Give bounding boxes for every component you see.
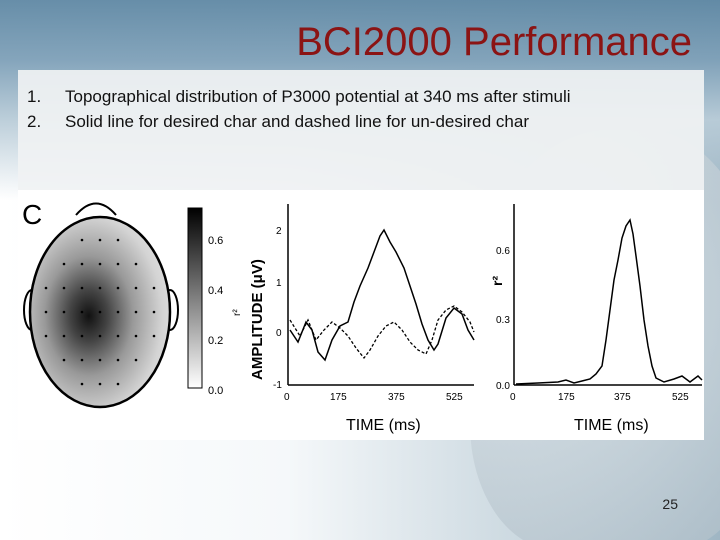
electrode-dot	[116, 262, 120, 266]
electrode-dot	[44, 334, 48, 338]
electrode-dot	[98, 310, 102, 314]
colorbar-tick: 0.2	[208, 335, 223, 347]
bullet-text: Solid line for desired char and dashed l…	[65, 112, 529, 131]
figure-svg: C 0.6 0.4 0.2 0.0 r² AMPLITUDE (μV) 2 1 …	[22, 199, 703, 434]
topographic-map	[23, 202, 179, 409]
amplitude-plot: AMPLITUDE (μV) 2 1 0 -1 0 175 375 525 TI…	[249, 204, 475, 434]
r2-xlabel: TIME (ms)	[574, 417, 649, 434]
amplitude-xtick: 0	[284, 392, 290, 403]
r2-xtick: 375	[614, 392, 631, 403]
electrode-dot	[80, 358, 84, 362]
electrode-dot	[98, 358, 102, 362]
electrode-dot	[80, 310, 84, 314]
colorbar-tick: 0.0	[208, 385, 223, 397]
electrode-dot	[116, 310, 120, 314]
page-number: 25	[662, 496, 678, 512]
electrode-dot	[80, 262, 84, 266]
electrode-dot	[152, 310, 156, 314]
electrode-dot	[134, 334, 138, 338]
electrode-dot	[62, 262, 66, 266]
colorbar-unit: r²	[232, 309, 243, 316]
electrode-dot	[80, 334, 84, 338]
panel-label: C	[22, 199, 42, 230]
colorbar-gradient	[187, 207, 203, 389]
bullet-number: 2.	[27, 112, 42, 131]
amplitude-xlabel: TIME (ms)	[346, 417, 421, 434]
bullet-item-1: 1. Topographical distribution of P3000 p…	[27, 84, 571, 109]
electrode-dot	[62, 310, 66, 314]
electrode-dot	[134, 286, 138, 290]
electrode-dot	[80, 238, 84, 242]
bullet-item-2: 2. Solid line for desired char and dashe…	[27, 109, 571, 134]
bullet-number: 1.	[27, 87, 42, 106]
electrode-dot	[98, 238, 102, 242]
electrode-dot	[116, 238, 120, 242]
r2-ytick: 0.3	[496, 315, 510, 326]
electrode-dot	[152, 334, 156, 338]
amplitude-ylabel: AMPLITUDE (μV)	[249, 259, 266, 380]
electrode-dot	[98, 334, 102, 338]
r2-ylabel: r²	[489, 276, 505, 286]
electrode-dot	[62, 358, 66, 362]
undesired-char-dashed-line	[289, 305, 475, 360]
electrode-dot	[98, 382, 102, 386]
electrode-dot	[62, 286, 66, 290]
amplitude-ytick: 1	[276, 278, 282, 289]
r2-ytick: 0.0	[496, 381, 510, 392]
electrode-dots	[44, 238, 156, 386]
electrode-dot	[134, 310, 138, 314]
electrode-dot	[98, 286, 102, 290]
electrode-dot	[116, 358, 120, 362]
r-squared-plot: r² 0.6 0.3 0.0 0 175 375 525 TIME (ms)	[489, 204, 703, 434]
r-squared-line	[515, 218, 703, 385]
bullet-text: Topographical distribution of P3000 pote…	[65, 87, 571, 106]
colorbar: 0.6 0.4 0.2 0.0 r²	[187, 207, 243, 397]
figure-panel: C 0.6 0.4 0.2 0.0 r² AMPLITUDE (μV) 2 1 …	[18, 190, 704, 440]
desired-char-solid-line	[289, 228, 475, 362]
electrode-dot	[116, 334, 120, 338]
amplitude-ytick: -1	[273, 380, 282, 391]
amplitude-ytick: 0	[276, 328, 282, 339]
electrode-dot	[134, 262, 138, 266]
r2-xtick: 525	[672, 392, 689, 403]
electrode-dot	[152, 286, 156, 290]
amplitude-xtick: 525	[446, 392, 463, 403]
colorbar-tick: 0.6	[208, 235, 223, 247]
electrode-dot	[116, 286, 120, 290]
amplitude-ytick: 2	[276, 226, 282, 237]
head-nose	[75, 202, 117, 216]
r2-ytick: 0.6	[496, 246, 510, 257]
electrode-dot	[44, 286, 48, 290]
electrode-dot	[80, 286, 84, 290]
amplitude-xtick: 375	[388, 392, 405, 403]
colorbar-tick: 0.4	[208, 285, 223, 297]
amplitude-xtick: 175	[330, 392, 347, 403]
r2-xtick: 0	[510, 392, 516, 403]
electrode-dot	[80, 382, 84, 386]
electrode-dot	[116, 382, 120, 386]
electrode-dot	[62, 334, 66, 338]
electrode-dot	[98, 262, 102, 266]
electrode-dot	[44, 310, 48, 314]
slide-title: BCI2000 Performance	[296, 20, 692, 64]
bullet-list: 1. Topographical distribution of P3000 p…	[27, 84, 571, 134]
electrode-dot	[134, 358, 138, 362]
r2-xtick: 175	[558, 392, 575, 403]
